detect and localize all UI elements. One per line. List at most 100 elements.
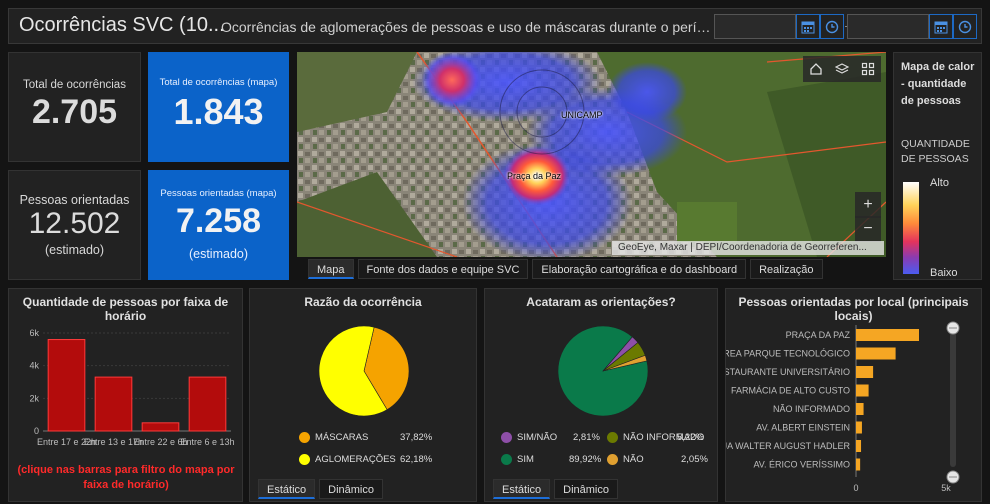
y-tick-label: FARMÁCIA DE ALTO CUSTO [731,386,850,396]
reason-legend: MÁSCARAS 37,82% AGLOMERAÇÕES 62,18% [250,429,478,469]
zoom-out-button[interactable]: − [855,216,881,242]
y-tick-label: 4k [29,361,39,371]
zoom-in-button[interactable]: + [855,192,881,218]
pie-slice-sim[interactable] [557,325,649,417]
legend-label: NÃO [623,454,644,465]
y-tick-label: RUA WALTER AUGUST HADLER [726,441,850,451]
pie-slice-aglomera-es[interactable] [318,325,388,417]
bar-8[interactable] [856,458,861,471]
legend-label: MÁSCARAS [315,432,369,443]
home-icon[interactable] [803,56,829,82]
bar-2[interactable] [94,376,133,432]
reason-pie-chart[interactable] [304,321,424,431]
chart-title: Acataram as orientações? [526,295,676,309]
bar-3[interactable] [141,422,180,432]
bar-5[interactable] [856,403,864,415]
legend-swatch [607,454,618,465]
indicator-total: Total de ocorrências 2.705 [8,52,141,162]
places-bar-chart[interactable]: PRAÇA DA PAZ ÁREA PARQUE TECNOLÓGICO RESTA… [726,315,983,501]
legend-percent: 89,92% [569,454,602,465]
tab-elaboracao[interactable]: Elaboração cartográfica e do dashboard [532,259,747,279]
legend-label: SIM/NÃO [517,432,558,443]
basemap-gallery-icon[interactable] [855,56,881,82]
map-label-unicamp: UNICAMP [561,110,603,120]
followed-chart-panel: Acataram as orientações? SIM/NÃO 2,81% NÃO… [484,288,718,502]
map-legend: Mapa de calor - quantidade de pessoas QU… [893,52,982,280]
followed-tabs: Estático Dinâmico [493,479,622,499]
indicator-total-map: Total de ocorrências (mapa) 1.843 [148,52,289,162]
chart-title: Pessoas orientadas por local (principais… [738,295,969,323]
map-attribution: GeoEye, Maxar | DEPI/Coordenadoria de Ge… [612,241,884,255]
bar-1[interactable] [47,339,86,432]
y-tick-label: AV. ALBERT EINSTEIN [756,423,850,433]
legend-swatch [501,454,512,465]
legend-label: SIM [517,454,534,465]
map-imagery [297,52,886,257]
followed-pie-chart[interactable] [543,321,663,431]
legend-swatch [501,432,512,443]
tab-realizacao[interactable]: Realização [750,259,823,279]
legend-swatch [299,432,310,443]
y-tick-label: AV. ÉRICO VERÍSSIMO [753,460,850,470]
tab-dinamico[interactable]: Dinâmico [554,479,618,499]
map-label-praca: Praça da Paz [507,171,562,181]
tab-fonte-dados[interactable]: Fonte dos dados e equipe SVC [357,259,529,279]
y-tick-label: NÃO INFORMADO [773,404,850,414]
app-title: Ocorrências SVC (10... [19,14,225,36]
x-tick-label: Entre 6 e 13h [180,437,234,445]
indicator-value: 7.258 [175,202,262,240]
layers-icon[interactable] [829,56,855,82]
indicator-note: (estimado) [188,247,249,261]
legend-percent: 5,22% [677,432,704,443]
y-tick-label: PRAÇA DA PAZ [786,330,851,340]
x-tick-label: 0 [853,483,858,493]
pie-slice-m-scaras[interactable] [363,326,410,411]
y-tick-label: 6k [29,328,39,338]
legend-field: QUANTIDADE DE PESSOAS [901,138,970,165]
indicator-label: Pessoas orientadas [19,193,130,207]
bar-4[interactable] [188,376,227,432]
legend-percent: 2,05% [681,454,708,465]
end-date-input[interactable] [847,14,929,39]
bar-1[interactable] [856,329,919,341]
legend-high-label: Alto [930,177,949,189]
legend-swatch [299,454,310,465]
indicator-note: (estimado) [44,243,105,257]
calendar-icon[interactable] [929,14,953,39]
chart-title: Razão da ocorrência [304,295,422,309]
legend-color-ramp [903,182,919,274]
y-tick-label: RESTAURANTE UNIVERSITÁRIO [726,367,850,377]
legend-percent: 37,82% [400,432,433,443]
bar-7[interactable] [856,440,862,452]
tab-estatico[interactable]: Estático [258,479,316,499]
bar-6[interactable] [856,421,862,434]
y-tick-label: ÁREA PARQUE TECNOLÓGICO [726,349,850,359]
bar-4[interactable] [856,384,869,397]
scroll-track [950,325,956,467]
clock-icon[interactable] [953,14,977,39]
legend-label: AGLOMERAÇÕES [315,454,396,465]
legend-label: NÃO INFORMADO [623,432,705,443]
indicator-label: Total de ocorrências [23,79,126,91]
start-date-input[interactable] [714,14,796,39]
tab-estatico[interactable]: Estático [493,479,551,499]
y-tick-label: 0 [34,426,39,436]
x-tick-label: Entre 22 e 6h [133,437,187,445]
bar-3[interactable] [856,366,874,378]
x-tick-label: 5k [941,483,951,493]
clock-icon[interactable] [820,14,844,39]
tab-mapa[interactable]: Mapa [308,259,354,279]
calendar-icon[interactable] [796,14,820,39]
legend-title: Mapa de calor - quantidade de pessoas [901,61,975,107]
bar-2[interactable] [856,347,896,360]
pie-slice-n-o[interactable] [602,354,648,372]
heatmap-map[interactable]: UNICAMP Praça da Paz + − GeoEye, Maxar |… [297,52,886,257]
x-tick-label: Entre 17 e 22h [37,437,96,445]
y-tick-label: 2k [29,393,39,403]
places-chart-panel: Pessoas orientadas por local (principais… [725,288,982,502]
reason-chart-panel: Razão da ocorrência MÁSCARAS 37,82% AGLOME… [249,288,477,502]
followed-legend: SIM/NÃO 2,81% NÃO INFORMADO 5,22% SIM 89,92% N… [485,429,719,469]
indicator-people: Pessoas orientadas 12.502 (estimado) [8,170,141,280]
tab-dinamico[interactable]: Dinâmico [319,479,383,499]
